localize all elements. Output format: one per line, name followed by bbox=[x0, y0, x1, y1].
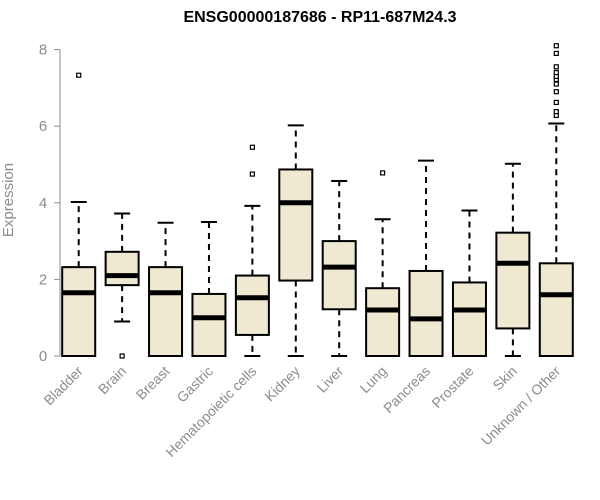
outlier-point bbox=[380, 170, 386, 176]
x-tick-label: Bladder bbox=[40, 363, 86, 409]
x-tick-label: Liver bbox=[314, 363, 347, 396]
box-iqr bbox=[495, 231, 531, 330]
box-group bbox=[321, 179, 357, 357]
x-tick-label: Pancreas bbox=[380, 363, 433, 416]
box-group bbox=[451, 209, 487, 358]
box-group bbox=[365, 170, 401, 358]
x-tick-label: Skin bbox=[489, 363, 520, 394]
chart-title: ENSG00000187686 - RP11-687M24.3 bbox=[183, 9, 456, 26]
outlier-point bbox=[553, 81, 559, 87]
box-iqr bbox=[278, 168, 314, 282]
box-group bbox=[104, 212, 140, 359]
box-group bbox=[278, 124, 314, 357]
outlier-point bbox=[553, 99, 559, 106]
y-tick-label: 2 bbox=[39, 271, 47, 288]
y-tick-label: 8 bbox=[39, 42, 47, 59]
outlier-point bbox=[76, 72, 82, 78]
y-tick-label: 4 bbox=[39, 195, 47, 212]
outlier-point bbox=[553, 89, 559, 95]
box-group bbox=[495, 162, 531, 357]
y-tick-label: 6 bbox=[39, 118, 47, 135]
box-iqr bbox=[538, 262, 574, 358]
x-tick-label: Brain bbox=[95, 363, 129, 397]
outlier-point bbox=[249, 144, 255, 150]
box-group bbox=[61, 72, 97, 357]
outlier-point bbox=[119, 353, 125, 359]
x-tick-label: Prostate bbox=[428, 363, 476, 411]
box-group bbox=[148, 221, 184, 357]
box-iqr bbox=[61, 266, 97, 357]
outlier-point bbox=[553, 50, 559, 57]
x-tick-label: Lung bbox=[356, 363, 389, 396]
box-group bbox=[538, 43, 574, 358]
outlier-point bbox=[249, 171, 255, 177]
box-iqr bbox=[104, 250, 140, 287]
box-group bbox=[234, 144, 270, 357]
box-iqr bbox=[321, 240, 357, 311]
outlier-point bbox=[553, 43, 559, 49]
box-iqr bbox=[365, 287, 401, 358]
box-iqr bbox=[234, 274, 270, 336]
outlier-point bbox=[553, 69, 559, 76]
box-iqr bbox=[408, 269, 444, 358]
y-axis-label: Expression bbox=[0, 163, 17, 237]
x-tick-label: Unknown / Other bbox=[478, 363, 564, 449]
x-tick-label: Gastric bbox=[173, 363, 216, 406]
box-iqr bbox=[148, 266, 184, 357]
box-iqr bbox=[191, 292, 227, 358]
box-group bbox=[191, 220, 227, 358]
y-tick-label: 0 bbox=[39, 348, 47, 365]
x-tick-label: Breast bbox=[133, 363, 173, 403]
box-group bbox=[408, 159, 444, 358]
box-series bbox=[61, 43, 574, 359]
box-iqr bbox=[451, 281, 487, 358]
y-axis: 0 2 4 6 8 bbox=[39, 42, 61, 365]
outlier-point bbox=[553, 109, 559, 115]
x-tick-label: Kidney bbox=[261, 363, 303, 405]
outlier-point bbox=[553, 64, 559, 70]
